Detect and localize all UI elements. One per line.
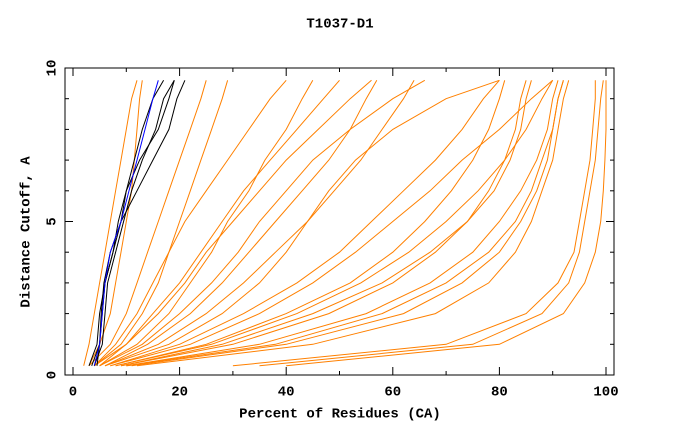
x-tick-label: 80 — [491, 385, 508, 401]
x-tick-label: 40 — [278, 385, 295, 401]
y-tick-label: 5 — [45, 217, 61, 225]
series-line — [93, 80, 175, 366]
series-line — [93, 80, 159, 366]
series-line — [99, 79, 426, 367]
series-line — [115, 80, 554, 367]
series-line — [126, 80, 559, 367]
series-line — [83, 80, 138, 366]
series-line — [88, 80, 143, 367]
x-axis-label: Percent of Residues (CA) — [239, 407, 441, 423]
chart-title: T1037-D1 — [306, 17, 373, 33]
series-line — [110, 79, 500, 367]
x-tick-label: 20 — [171, 385, 188, 401]
series-line — [120, 80, 527, 367]
x-tick-label: 100 — [593, 385, 618, 401]
series-line — [99, 80, 314, 367]
series-line — [93, 79, 287, 367]
x-tick-label: 60 — [384, 385, 401, 401]
series-line — [104, 79, 500, 367]
series-line — [232, 80, 596, 367]
series-line — [104, 80, 378, 367]
series-line — [88, 80, 175, 366]
series-line — [110, 79, 554, 367]
series-line — [286, 80, 607, 367]
series-line — [126, 80, 564, 367]
x-tick-label: 0 — [69, 385, 77, 401]
y-tick-label: 0 — [45, 371, 61, 379]
series-line — [115, 80, 506, 367]
y-tick-label: 10 — [45, 60, 61, 77]
y-axis-label: Distance Cutoff, A — [19, 156, 35, 308]
series-line — [93, 80, 229, 367]
series-line — [88, 80, 207, 367]
series-line — [259, 80, 604, 367]
series-line — [136, 80, 570, 367]
series-line — [94, 79, 372, 367]
series-line — [99, 79, 340, 367]
